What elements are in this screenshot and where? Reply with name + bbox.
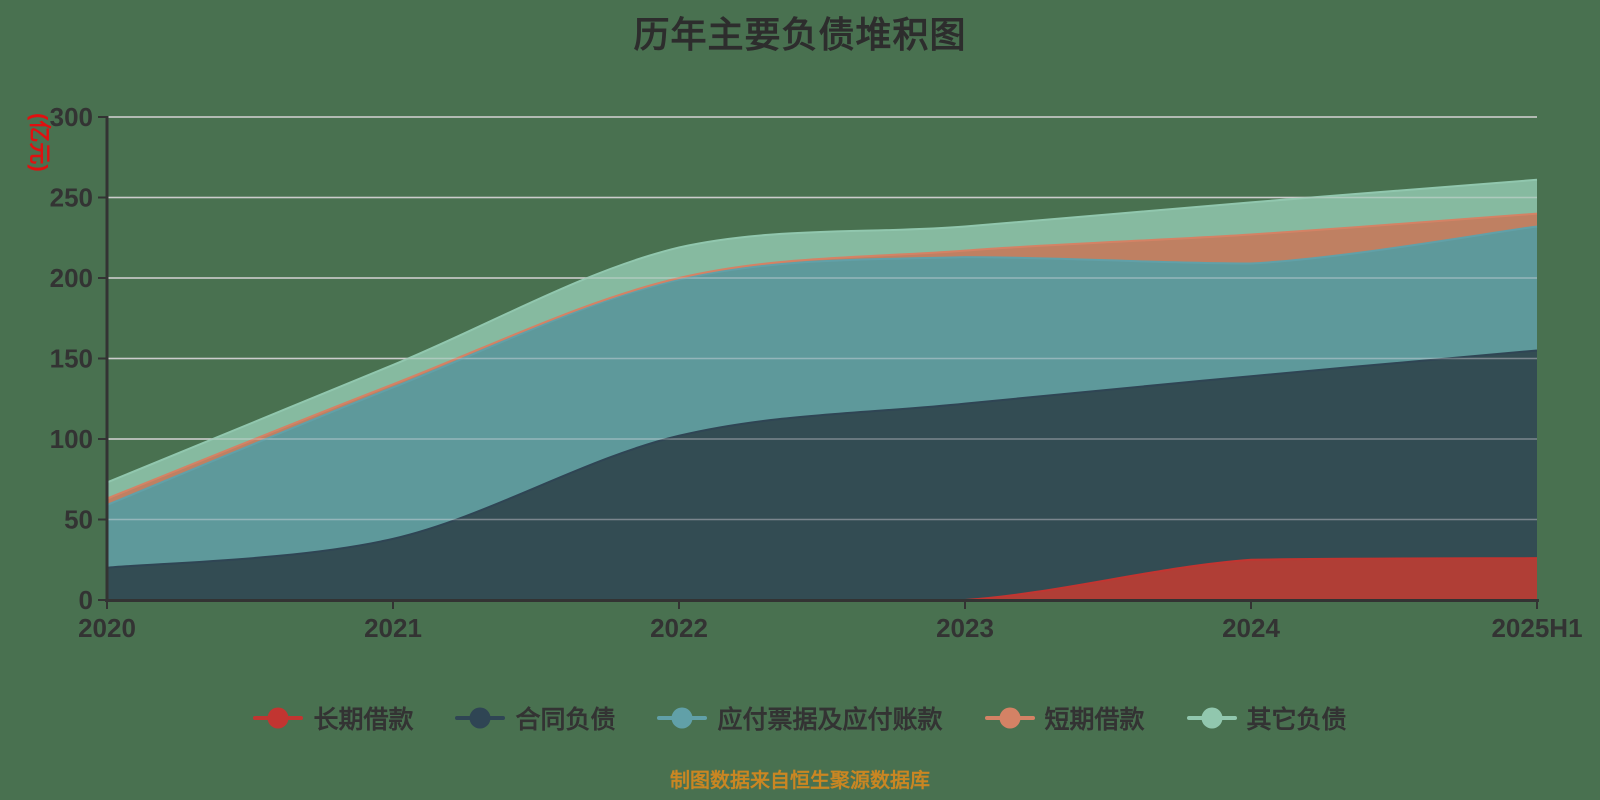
line-circle-marker-icon — [657, 705, 708, 731]
chart-title: 历年主要负债堆积图 — [633, 14, 967, 55]
line-contract-liabilities — [106, 349, 1538, 569]
area-notes-and-accounts-payable[interactable] — [107, 226, 1537, 568]
line-notes-and-accounts-payable — [106, 225, 1538, 506]
legend-label: 长期借款 — [313, 706, 414, 734]
legend-label: 合同负债 — [515, 706, 616, 734]
legend-label: 短期借款 — [1044, 706, 1145, 734]
x-tick-label: 2023 — [936, 613, 994, 643]
area-contract-liabilities[interactable] — [107, 350, 1537, 600]
line-short-term-loans — [106, 212, 1538, 500]
x-tick-label: 2021 — [364, 613, 422, 643]
line-circle-marker-icon — [1186, 705, 1237, 731]
y-tick-label: 300 — [50, 102, 93, 132]
y-tick-label: 100 — [50, 424, 93, 454]
y-tick-label: 50 — [64, 505, 93, 535]
legend-item-contract-liabilities[interactable]: 合同负债 — [455, 700, 615, 736]
legend-item-long-term-loans[interactable]: 长期借款 — [253, 700, 413, 736]
legend-label: 应付票据及应付账款 — [717, 706, 943, 734]
line-circle-marker-icon — [253, 705, 304, 731]
legend-item-short-term-loans[interactable]: 短期借款 — [984, 700, 1145, 736]
legend: 长期借款 合同负债 应付票据及应付账款 短期借款 其它负债 — [0, 700, 1600, 736]
y-tick-label: 200 — [50, 263, 93, 293]
area-short-term-loans[interactable] — [107, 213, 1537, 506]
x-tick-label: 2022 — [650, 613, 708, 643]
y-tick-label: 150 — [50, 344, 93, 374]
legend-item-other-liabilities[interactable]: 其它负债 — [1186, 700, 1347, 736]
x-tick-label: 2024 — [1222, 613, 1280, 643]
y-tick-label: 0 — [79, 585, 93, 615]
area-other-liabilities[interactable] — [107, 179, 1537, 499]
legend-label: 其它负债 — [1246, 706, 1347, 734]
line-circle-marker-icon — [984, 705, 1035, 731]
legend-item-notes-and-accounts-payable[interactable]: 应付票据及应付账款 — [657, 700, 943, 736]
x-tick-label: 2025H1 — [1491, 613, 1582, 643]
line-circle-marker-icon — [455, 705, 506, 731]
x-tick-label: 2020 — [78, 613, 136, 643]
data-source-caption: 制图数据来自恒生聚源数据库 — [670, 770, 930, 792]
y-tick-label: 250 — [50, 183, 93, 213]
line-other-liabilities — [106, 178, 1538, 484]
